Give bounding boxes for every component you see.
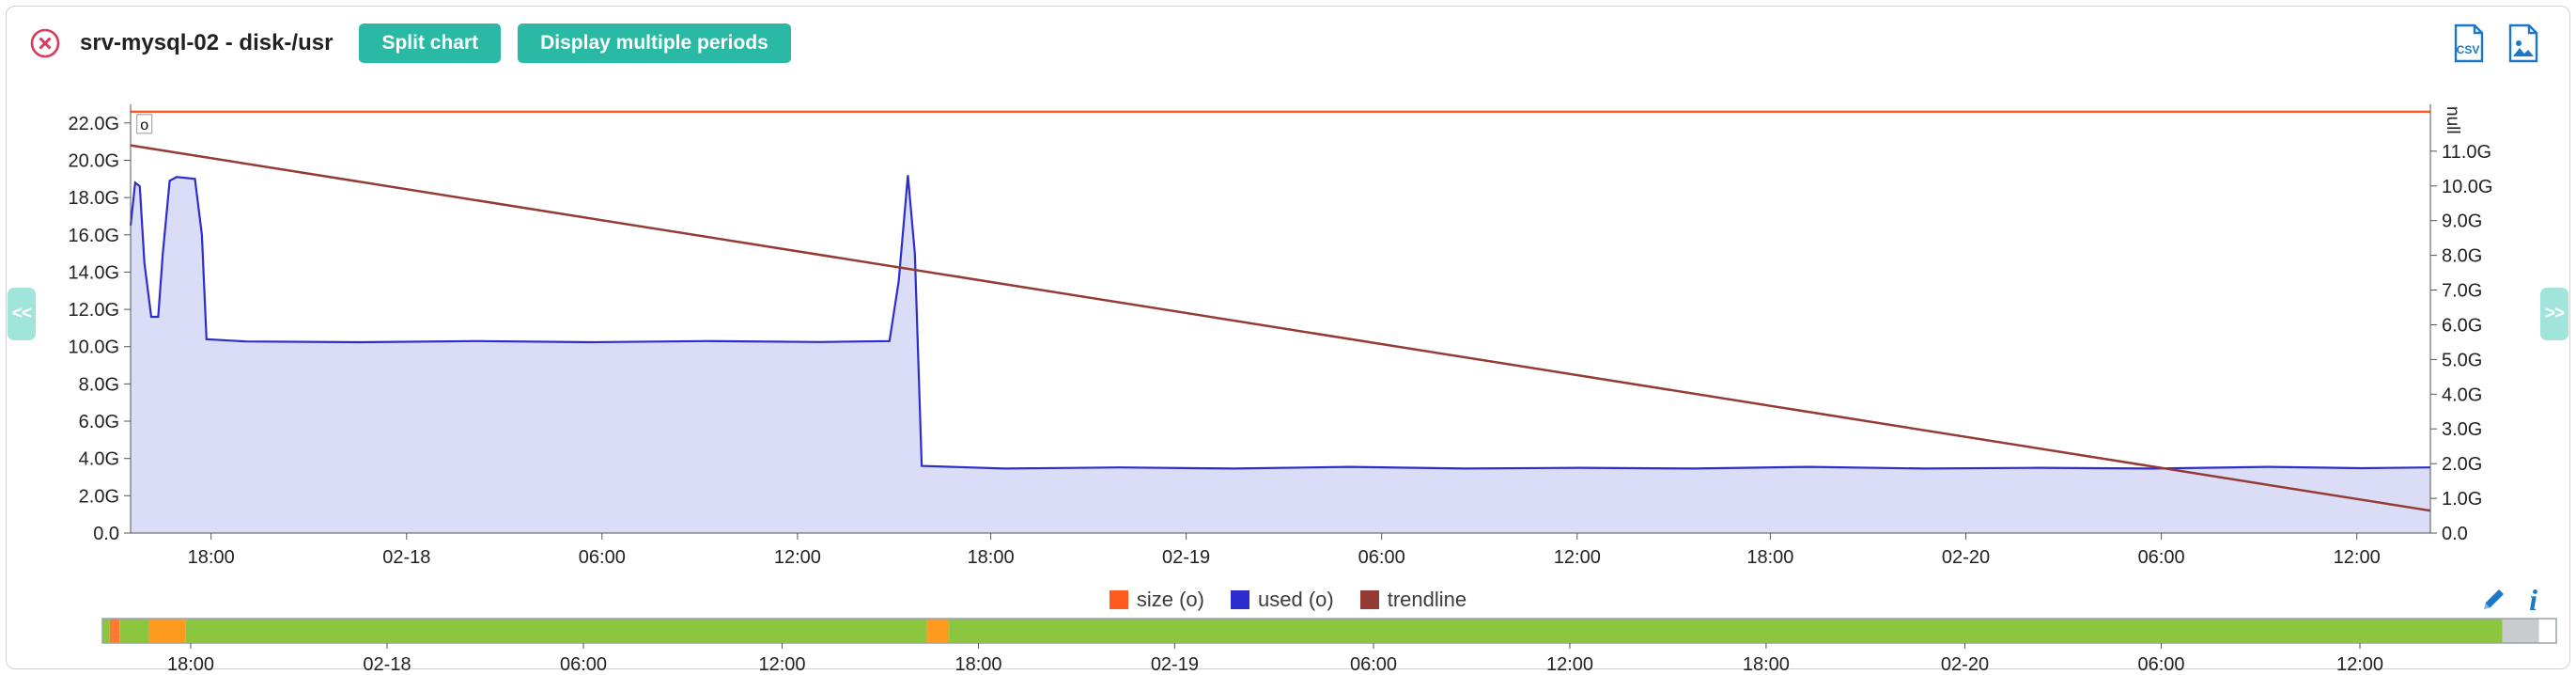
export-image-icon [2508,24,2538,63]
svg-text:20.0G: 20.0G [69,151,119,172]
overview-segment [119,619,149,643]
svg-text:22.0G: 22.0G [69,114,119,134]
info-button[interactable]: i [2529,585,2537,615]
svg-text:4.0G: 4.0G [79,449,119,470]
period-selector[interactable]: 18:00 02-18 06:00 12:00 18:00 02-19 06:00 12:00… [101,618,2558,675]
series-line [130,144,2431,512]
svg-text:02-18: 02-18 [382,547,430,568]
svg-text:2.0G: 2.0G [2442,454,2482,475]
svg-text:5.0G: 5.0G [2442,350,2482,370]
svg-text:12:00: 12:00 [2334,547,2381,568]
svg-text:2.0G: 2.0G [79,486,119,507]
svg-text:18:00: 18:00 [167,654,214,675]
overview-segment [2502,619,2539,643]
svg-text:11.0G: 11.0G [2442,142,2491,163]
legend-label: size (o) [1136,588,1204,611]
close-button[interactable] [27,25,63,61]
svg-text:null: null [2443,106,2462,134]
export-image-button[interactable] [2504,23,2541,64]
legend: size (o) used (o) trendline [7,582,2569,618]
scroll-right-button[interactable]: >> [2540,288,2568,340]
svg-text:8.0G: 8.0G [2442,246,2482,267]
legend-label: trendline [1387,588,1467,611]
svg-text:06:00: 06:00 [579,547,626,568]
legend-swatch-icon [1109,590,1128,609]
svg-text:8.0G: 8.0G [79,374,119,395]
overview-segment [949,619,2503,643]
chart-card: srv-mysql-02 - disk-/usr Split chart Dis… [6,6,2570,675]
split-chart-button[interactable]: Split chart [359,24,502,63]
svg-text:02-19: 02-19 [1151,654,1199,675]
svg-text:18:00: 18:00 [968,547,1015,568]
legend-swatch-icon [1231,590,1249,609]
overview-segment [926,619,950,643]
close-icon [30,28,60,58]
svg-text:18.0G: 18.0G [69,188,119,209]
legend-item: used (o) [1231,588,1334,612]
svg-text:1.0G: 1.0G [2442,489,2482,510]
svg-text:06:00: 06:00 [1350,654,1397,675]
legend-swatch-icon [1359,590,1379,609]
series-line [129,175,2431,470]
time-series-chart[interactable]: 22.0G 20.0G 18.0G 16.0G 14.0G 12.0G 10.0G 8.0G 6… [25,72,2551,574]
display-multiple-periods-button[interactable]: Display multiple periods [518,24,791,63]
svg-text:10.0G: 10.0G [69,338,119,358]
svg-text:02-19: 02-19 [1162,547,1210,568]
svg-text:12.0G: 12.0G [69,300,119,321]
svg-text:4.0G: 4.0G [2442,385,2482,405]
annotation-marker [136,114,153,134]
pencil-icon [2484,589,2505,609]
svg-text:12:00: 12:00 [758,654,805,675]
svg-text:12:00: 12:00 [774,547,821,568]
svg-text:6.0G: 6.0G [2442,316,2482,337]
export-csv-icon: CSV [2454,24,2484,63]
svg-text:o: o [140,118,148,133]
svg-text:14.0G: 14.0G [69,262,119,283]
legend-item: size (o) [1109,588,1204,612]
svg-text:02-20: 02-20 [1941,654,1989,675]
svg-text:18:00: 18:00 [1746,547,1793,568]
svg-text:10.0G: 10.0G [2442,177,2492,197]
svg-text:18:00: 18:00 [1743,654,1790,675]
svg-text:02-20: 02-20 [1942,547,1990,568]
svg-text:06:00: 06:00 [560,654,607,675]
export-csv-button[interactable]: CSV [2449,23,2487,64]
legend-label: used (o) [1258,588,1334,611]
scroll-left-button[interactable]: << [8,288,36,340]
overview-segment [109,619,120,643]
svg-text:0.0: 0.0 [2442,524,2468,544]
svg-text:06:00: 06:00 [1358,547,1405,568]
svg-text:12:00: 12:00 [1554,547,1601,568]
svg-text:06:00: 06:00 [2137,654,2184,675]
svg-text:02-18: 02-18 [363,654,411,675]
legend-item: trendline [1359,588,1467,612]
svg-text:06:00: 06:00 [2138,547,2185,568]
svg-text:18:00: 18:00 [188,547,235,568]
svg-text:6.0G: 6.0G [79,412,119,432]
series-area [131,175,2430,534]
svg-text:7.0G: 7.0G [2442,281,2482,302]
overview-segment [2538,619,2556,643]
chart-header: srv-mysql-02 - disk-/usr Split chart Dis… [27,22,2541,65]
svg-text:16.0G: 16.0G [69,226,119,246]
overview-segment [148,619,186,643]
svg-text:3.0G: 3.0G [2442,419,2482,440]
overview-segment [185,619,927,643]
annotate-button[interactable] [2480,585,2508,616]
chart-title: srv-mysql-02 - disk-/usr [80,30,334,55]
svg-text:12:00: 12:00 [1546,654,1593,675]
svg-text:0.0: 0.0 [93,524,119,544]
overview-segment [102,619,110,643]
svg-text:CSV: CSV [2457,43,2480,56]
svg-text:9.0G: 9.0G [2442,212,2482,232]
svg-text:18:00: 18:00 [954,654,1001,675]
svg-text:12:00: 12:00 [2336,654,2383,675]
info-icon: i [2529,583,2537,617]
legend-row: size (o) used (o) trendline i [7,582,2569,618]
legend-icons: i [2480,582,2537,618]
